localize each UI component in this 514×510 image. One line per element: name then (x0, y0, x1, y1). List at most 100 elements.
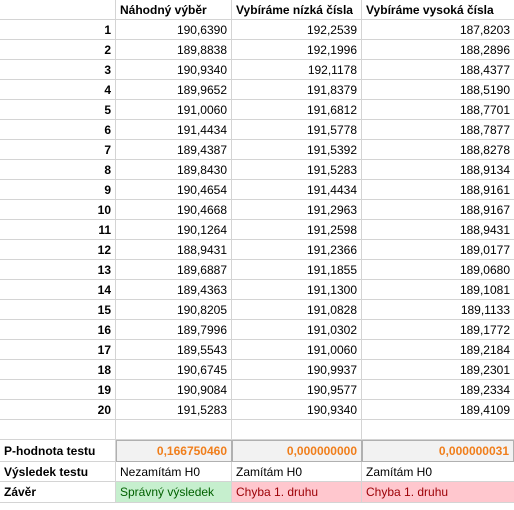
random-sample-cell[interactable]: 188,9431 (116, 240, 232, 260)
result-high[interactable]: Zamítám H0 (362, 462, 514, 482)
result-random[interactable]: Nezamítám H0 (116, 462, 232, 482)
low-numbers-cell[interactable]: 191,1855 (232, 260, 362, 280)
row-index-cell[interactable]: 19 (0, 380, 116, 400)
pvalue-low[interactable]: 0,000000000 (232, 440, 362, 462)
random-sample-cell[interactable]: 191,0060 (116, 100, 232, 120)
low-numbers-cell[interactable]: 190,9340 (232, 400, 362, 420)
low-numbers-cell[interactable]: 191,0828 (232, 300, 362, 320)
random-sample-cell[interactable]: 189,4363 (116, 280, 232, 300)
row-index-cell[interactable]: 12 (0, 240, 116, 260)
high-numbers-cell[interactable]: 188,9167 (362, 200, 514, 220)
high-numbers-cell[interactable]: 189,4109 (362, 400, 514, 420)
row-index-cell[interactable]: 20 (0, 400, 116, 420)
low-numbers-cell[interactable]: 191,2366 (232, 240, 362, 260)
low-numbers-cell[interactable]: 192,1178 (232, 60, 362, 80)
header-high-numbers[interactable]: Vybíráme vysoká čísla (362, 0, 514, 20)
row-index-cell[interactable]: 11 (0, 220, 116, 240)
header-random-sample[interactable]: Náhodný výběr (116, 0, 232, 20)
empty-cell[interactable] (362, 420, 514, 440)
random-sample-cell[interactable]: 190,6390 (116, 20, 232, 40)
row-index-cell[interactable]: 9 (0, 180, 116, 200)
low-numbers-cell[interactable]: 191,5392 (232, 140, 362, 160)
row-index-cell[interactable]: 17 (0, 340, 116, 360)
high-numbers-cell[interactable]: 189,1772 (362, 320, 514, 340)
result-low[interactable]: Zamítám H0 (232, 462, 362, 482)
empty-cell[interactable] (116, 420, 232, 440)
pvalue-label[interactable]: P-hodnota testu (0, 440, 116, 462)
random-sample-cell[interactable]: 189,4387 (116, 140, 232, 160)
high-numbers-cell[interactable]: 188,4377 (362, 60, 514, 80)
high-numbers-cell[interactable]: 187,8203 (362, 20, 514, 40)
low-numbers-cell[interactable]: 192,2539 (232, 20, 362, 40)
conclusion-random[interactable]: Správný výsledek (116, 482, 232, 503)
low-numbers-cell[interactable]: 191,5778 (232, 120, 362, 140)
high-numbers-cell[interactable]: 188,7701 (362, 100, 514, 120)
row-index-cell[interactable]: 18 (0, 360, 116, 380)
low-numbers-cell[interactable]: 192,1996 (232, 40, 362, 60)
row-index-cell[interactable]: 7 (0, 140, 116, 160)
row-index-cell[interactable]: 10 (0, 200, 116, 220)
random-sample-cell[interactable]: 189,7996 (116, 320, 232, 340)
row-index-cell[interactable]: 6 (0, 120, 116, 140)
random-sample-cell[interactable]: 190,4654 (116, 180, 232, 200)
row-index-cell[interactable]: 5 (0, 100, 116, 120)
high-numbers-cell[interactable]: 188,9161 (362, 180, 514, 200)
high-numbers-cell[interactable]: 189,0680 (362, 260, 514, 280)
low-numbers-cell[interactable]: 191,4434 (232, 180, 362, 200)
result-label[interactable]: Výsledek testu (0, 462, 116, 482)
high-numbers-cell[interactable]: 189,2301 (362, 360, 514, 380)
random-sample-cell[interactable]: 190,1264 (116, 220, 232, 240)
row-index-cell[interactable]: 13 (0, 260, 116, 280)
high-numbers-cell[interactable]: 188,9134 (362, 160, 514, 180)
low-numbers-cell[interactable]: 191,5283 (232, 160, 362, 180)
random-sample-cell[interactable]: 190,8205 (116, 300, 232, 320)
low-numbers-cell[interactable]: 191,2963 (232, 200, 362, 220)
low-numbers-cell[interactable]: 190,9577 (232, 380, 362, 400)
low-numbers-cell[interactable]: 191,6812 (232, 100, 362, 120)
high-numbers-cell[interactable]: 189,1133 (362, 300, 514, 320)
conclusion-low[interactable]: Chyba 1. druhu (232, 482, 362, 503)
high-numbers-cell[interactable]: 188,8278 (362, 140, 514, 160)
low-numbers-cell[interactable]: 191,2598 (232, 220, 362, 240)
pvalue-random[interactable]: 0,166750460 (116, 440, 232, 462)
random-sample-cell[interactable]: 189,5543 (116, 340, 232, 360)
row-index-cell[interactable]: 14 (0, 280, 116, 300)
high-numbers-cell[interactable]: 188,2896 (362, 40, 514, 60)
low-numbers-cell[interactable]: 190,9937 (232, 360, 362, 380)
random-sample-cell[interactable]: 189,8838 (116, 40, 232, 60)
random-sample-cell[interactable]: 190,6745 (116, 360, 232, 380)
conclusion-label[interactable]: Závěr (0, 482, 116, 503)
row-index-cell[interactable]: 2 (0, 40, 116, 60)
random-sample-cell[interactable]: 190,9340 (116, 60, 232, 80)
high-numbers-cell[interactable]: 188,5190 (362, 80, 514, 100)
empty-cell[interactable] (232, 420, 362, 440)
pvalue-high[interactable]: 0,000000031 (362, 440, 514, 462)
high-numbers-cell[interactable]: 188,7877 (362, 120, 514, 140)
random-sample-cell[interactable]: 190,9084 (116, 380, 232, 400)
conclusion-high[interactable]: Chyba 1. druhu (362, 482, 514, 503)
row-index-cell[interactable]: 1 (0, 20, 116, 40)
header-low-numbers[interactable]: Vybíráme nízká čísla (232, 0, 362, 20)
row-index-cell[interactable]: 4 (0, 80, 116, 100)
random-sample-cell[interactable]: 189,8430 (116, 160, 232, 180)
corner-cell[interactable] (0, 0, 116, 20)
random-sample-cell[interactable]: 189,6887 (116, 260, 232, 280)
random-sample-cell[interactable]: 191,4434 (116, 120, 232, 140)
random-sample-cell[interactable]: 190,4668 (116, 200, 232, 220)
row-index-cell[interactable]: 16 (0, 320, 116, 340)
high-numbers-cell[interactable]: 188,9431 (362, 220, 514, 240)
row-index-cell[interactable]: 3 (0, 60, 116, 80)
low-numbers-cell[interactable]: 191,8379 (232, 80, 362, 100)
empty-cell[interactable] (0, 420, 116, 440)
row-index-cell[interactable]: 8 (0, 160, 116, 180)
low-numbers-cell[interactable]: 191,0302 (232, 320, 362, 340)
low-numbers-cell[interactable]: 191,1300 (232, 280, 362, 300)
low-numbers-cell[interactable]: 191,0060 (232, 340, 362, 360)
high-numbers-cell[interactable]: 189,2184 (362, 340, 514, 360)
random-sample-cell[interactable]: 189,9652 (116, 80, 232, 100)
high-numbers-cell[interactable]: 189,2334 (362, 380, 514, 400)
row-index-cell[interactable]: 15 (0, 300, 116, 320)
random-sample-cell[interactable]: 191,5283 (116, 400, 232, 420)
high-numbers-cell[interactable]: 189,1081 (362, 280, 514, 300)
high-numbers-cell[interactable]: 189,0177 (362, 240, 514, 260)
